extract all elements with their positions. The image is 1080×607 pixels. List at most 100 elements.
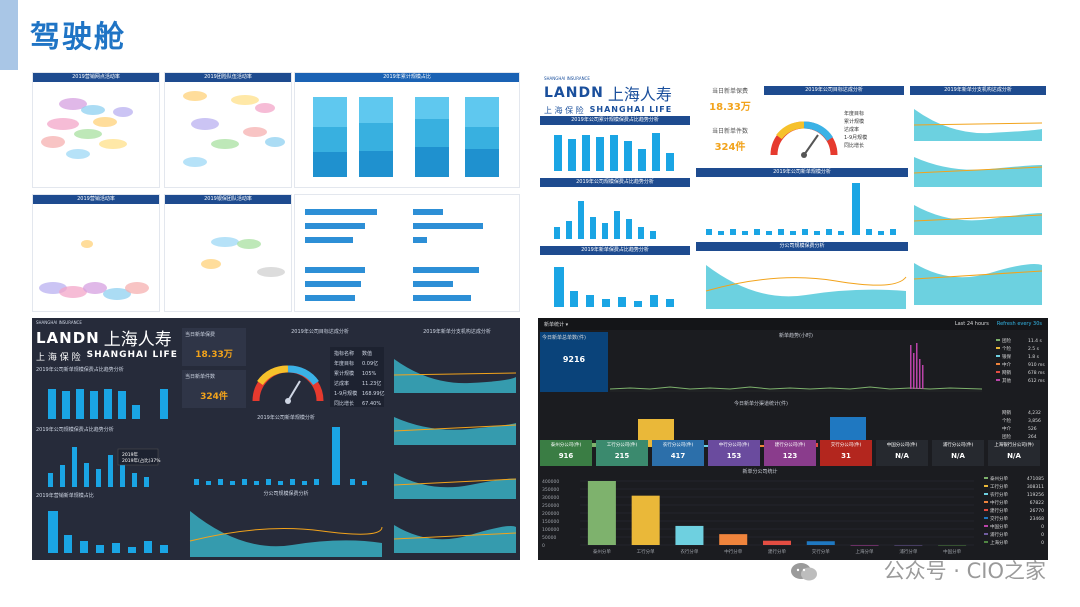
gauge-dark-icon: 指标名称 数值 年度目标 0.09亿 累计规模 105% 达成率 11.23亿 1-9月…	[252, 347, 385, 407]
small-multiples-c5	[393, 359, 517, 553]
svg-text:指标名称: 指标名称	[334, 350, 354, 357]
stacked-bar-chart	[313, 97, 499, 177]
stat-tile-label: 上海银行分公司(件)	[994, 443, 1034, 448]
card-c6: 2019年公司新单规模分析	[182, 414, 386, 488]
svg-text:网销: 网销	[1002, 409, 1011, 416]
legend-value: 308311	[1027, 484, 1044, 490]
stat-tile: 中行分公司(件) 153	[708, 440, 760, 466]
panel-title: 新单分公司统计	[742, 469, 778, 475]
card-title: 2019年公司新单规模保费占比趋势分析	[36, 367, 124, 373]
legend-list: 泰州分单 471085 工行分单 308311 农行分单 119256 中行分单 67822 建…	[984, 475, 1044, 546]
x-tick-label: 交行分单	[812, 548, 830, 555]
card-b2: 2019年公司规模保费占比趋势分析	[540, 178, 690, 242]
stat-tile-label: 交行分公司(件)	[830, 443, 862, 448]
stat-label: 当日新单件数	[185, 374, 216, 380]
bar-工行分单	[631, 495, 660, 545]
svg-text:中介: 中介	[1002, 361, 1011, 368]
svg-text:168.99亿: 168.99亿	[362, 390, 385, 397]
svg-text:累计规模: 累计规模	[334, 370, 354, 377]
bubble-card-3: 2019营销活动率	[32, 194, 160, 312]
svg-text:其他: 其他	[1002, 377, 1011, 384]
svg-text:1.8 s: 1.8 s	[1028, 354, 1040, 360]
page-title: 驾驶舱	[30, 20, 126, 55]
svg-text:526: 526	[1028, 426, 1037, 432]
svg-text:67.40%: 67.40%	[362, 401, 381, 407]
card-b7: 2019年新单分支机构达成分析	[910, 86, 1046, 310]
stat-tile: 中国分公司(件) N/A	[876, 440, 928, 466]
svg-text:达成率: 达成率	[844, 126, 859, 133]
legend-label: 建行分单	[990, 507, 1008, 514]
svg-text:网销: 网销	[1002, 369, 1011, 376]
stat-label: 当日新单保费	[711, 88, 748, 95]
legend-value: 119256	[1027, 492, 1044, 498]
legend-swatch	[984, 485, 988, 487]
svg-text:11.23亿: 11.23亿	[362, 380, 381, 387]
stat-new-count: 当日新单件数 324件	[696, 126, 764, 153]
legend-list: 团险 11.4 s 个险 2.5 s 银保 1.8 s 中介 910 ms 网销 678 …	[996, 337, 1045, 384]
x-tick-label: 中国分单	[943, 548, 961, 555]
card-title: 2019年新单分支机构达成分析	[423, 329, 491, 335]
stat-value: 324件	[714, 142, 746, 153]
card-b6: 分公司规模保费分析	[696, 242, 908, 310]
legend-value: 23468	[1030, 516, 1044, 522]
svg-text:910 ms: 910 ms	[1028, 362, 1045, 368]
dashboard-title-dropdown[interactable]: 新单统计 ▾	[544, 321, 569, 328]
top-trend-panel: 新单趋势(小时)	[610, 332, 982, 402]
bubble-chart-1	[41, 98, 133, 159]
legend-swatch	[984, 477, 988, 479]
svg-text:年度目标: 年度目标	[334, 360, 354, 367]
x-tick-label: 浦行分单	[899, 548, 917, 555]
bar-chart-b1	[554, 133, 674, 171]
wechat-icon	[791, 563, 817, 581]
branch-bar-chart: 400000 350000 300000 250000 200000 150000 1000…	[542, 479, 974, 555]
dashboard-screenshot-d: 新单统计 ▾ Last 24 hours Refresh every 30s 今…	[538, 318, 1048, 560]
stat-value: 324件	[200, 392, 228, 402]
x-tick-label: 工行分单	[637, 548, 655, 555]
svg-text:数值: 数值	[362, 350, 372, 357]
bar-中行分单	[719, 534, 748, 545]
bar-泰州分单	[587, 481, 616, 545]
legend-label: 中行分单	[990, 499, 1008, 506]
card-b4: 2019年公司目标达成分析 年度目标 累计规模 达成率 1-9月规模 同比增长	[764, 86, 904, 166]
bar-chart-c3	[48, 511, 168, 553]
stat-tile-value: 153	[726, 452, 742, 460]
logo-top-text: SHANGHAI INSURANCE	[36, 320, 82, 325]
svg-text:个险: 个险	[1002, 417, 1011, 424]
stat-tile-value: 417	[670, 452, 686, 460]
card-title: 分公司规模保费分析	[696, 242, 908, 251]
stat-tile: 泰州分公司(件) 916	[540, 440, 592, 466]
company-logo: SHANGHAI INSURANCE LANDN 上海人寿 上 海 保 险 SH…	[544, 76, 694, 118]
panel-title: 今日新单总单数(件)	[542, 335, 586, 341]
bar-chart-c6	[194, 427, 367, 485]
refresh-picker[interactable]: Refresh every 30s	[996, 321, 1042, 327]
header-accent-bar	[0, 0, 18, 70]
stat-tile: 农行分公司(件) 417	[652, 440, 704, 466]
svg-text:达成率: 达成率	[334, 380, 349, 387]
legend-label: 泰州分单	[990, 475, 1008, 482]
legend-value: 26770	[1030, 508, 1044, 514]
x-tick-label: 建行分单	[768, 548, 786, 555]
card-title: 2019营销网点活动率	[33, 73, 159, 82]
svg-text:264: 264	[1028, 434, 1037, 440]
svg-text:4,232: 4,232	[1028, 410, 1041, 416]
legend-swatch	[984, 525, 988, 527]
card-title: 2019年累计规模占比	[295, 73, 519, 82]
card-title: 2019营销活动率	[33, 195, 159, 204]
stat-value: 18.33万	[709, 102, 751, 113]
card-title: 2019银保团队活动率	[165, 195, 291, 204]
company-logo-dark: SHANGHAI INSURANCE LANDN 上海人寿 上 海 保 险 SH…	[36, 320, 186, 368]
card-c7: 分公司规模保费分析	[182, 490, 386, 558]
bubble-card-2: 2019团险队伍活动率	[164, 72, 292, 188]
card-title: 2019年公司规模保费占比趋势分析	[36, 427, 114, 433]
legend-value: 0	[1041, 532, 1044, 538]
svg-text:累计规模: 累计规模	[844, 118, 864, 125]
legend-swatch	[984, 533, 988, 535]
bubble-card-1: 2019营销网点活动率	[32, 72, 160, 188]
svg-text:银保: 银保	[1002, 353, 1011, 360]
y-tick-label: 50000	[542, 535, 556, 541]
area-chart-b6	[705, 265, 907, 309]
logo-chinese-sub: 上 海 保 险	[544, 106, 584, 115]
svg-text:1-9月规模: 1-9月规模	[334, 390, 357, 397]
panel-title: 今日新单分渠道统计(件)	[734, 401, 788, 407]
time-range-picker[interactable]: Last 24 hours	[954, 321, 989, 327]
